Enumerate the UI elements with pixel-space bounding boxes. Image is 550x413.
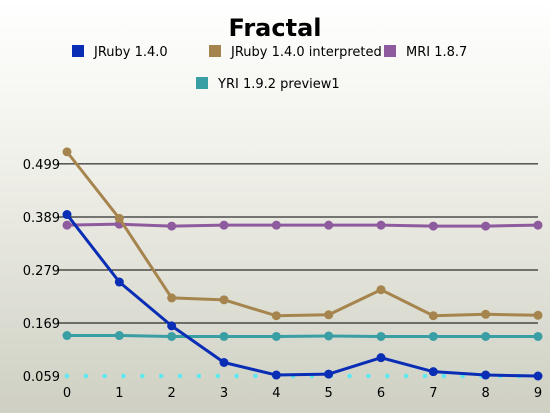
- data-point: [62, 210, 72, 220]
- x-tick-label: 7: [429, 386, 437, 401]
- x-tick-label: 9: [534, 386, 542, 401]
- baseline-dot: [177, 373, 183, 379]
- data-point: [376, 353, 386, 363]
- legend-swatch: [196, 77, 208, 89]
- y-tick-label: 0.389: [23, 211, 60, 226]
- data-point: [62, 331, 72, 341]
- data-point: [62, 147, 72, 157]
- series-line-3: [65, 334, 540, 338]
- x-tick-label: 2: [168, 386, 176, 401]
- data-point: [533, 220, 543, 230]
- data-point: [219, 331, 229, 341]
- baseline-dot: [403, 373, 409, 379]
- y-tick-label: 0.279: [23, 264, 60, 279]
- baseline-dot: [384, 373, 390, 379]
- baseline-dot: [158, 373, 164, 379]
- y-tick-label: 0.059: [23, 370, 60, 385]
- data-point: [167, 293, 177, 303]
- data-point: [481, 370, 491, 380]
- baseline-dot: [422, 373, 428, 379]
- data-point: [167, 331, 177, 341]
- y-tick-label: 0.499: [23, 158, 60, 173]
- data-point: [428, 367, 438, 377]
- data-point: [428, 331, 438, 341]
- data-point: [324, 331, 334, 341]
- data-point: [271, 220, 281, 230]
- axes: 0.059 0.169 0.279 0.389 0.499 0 1 2 3 4 5 6 7 8 9: [23, 158, 542, 401]
- data-point: [428, 311, 438, 321]
- baseline-dot: [441, 373, 447, 379]
- baseline-dot: [121, 373, 126, 379]
- data-point: [114, 277, 124, 287]
- legend-label: YRI 1.9.2 preview1: [217, 77, 340, 92]
- gridlines: [57, 163, 538, 324]
- data-point: [271, 311, 281, 321]
- baseline-dot: [83, 373, 89, 379]
- legend-swatch: [209, 45, 221, 57]
- data-point: [114, 213, 124, 223]
- x-tick-label: 4: [272, 386, 280, 401]
- data-point: [481, 221, 491, 231]
- data-point: [533, 331, 543, 341]
- chart-title: Fractal: [228, 14, 321, 42]
- data-point: [324, 220, 334, 230]
- data-point: [481, 309, 491, 319]
- x-tick-label: 8: [482, 386, 490, 401]
- data-point: [324, 369, 334, 379]
- series-line-2: [65, 222, 540, 228]
- data-point: [271, 331, 281, 341]
- data-point: [428, 221, 438, 231]
- legend-label: JRuby 1.4.0: [93, 45, 168, 60]
- data-point: [114, 331, 124, 341]
- baseline-dot: [64, 373, 70, 379]
- x-tick-label: 6: [377, 386, 385, 401]
- baseline-dot: [234, 373, 239, 379]
- legend-label: MRI 1.8.7: [406, 45, 467, 60]
- data-point: [219, 220, 229, 230]
- legend-swatch: [384, 45, 396, 57]
- x-tick-label: 1: [115, 386, 123, 401]
- baseline-dot: [102, 373, 107, 379]
- data-point: [481, 331, 491, 341]
- data-point: [533, 371, 543, 381]
- legend-swatch: [72, 45, 84, 57]
- legend-label: JRuby 1.4.0 interpreted: [230, 45, 382, 60]
- baseline-dot: [366, 373, 371, 379]
- data-point: [62, 220, 72, 230]
- data-point: [219, 295, 229, 305]
- series-lines: [62, 147, 543, 381]
- baseline-dot: [253, 373, 258, 379]
- data-point: [324, 310, 334, 320]
- data-point: [271, 370, 281, 380]
- data-point: [376, 220, 386, 230]
- baseline-dot: [140, 373, 145, 379]
- x-tick-label: 5: [325, 386, 333, 401]
- x-tick-label: 0: [63, 386, 71, 401]
- y-tick-label: 0.169: [23, 317, 60, 332]
- data-point: [167, 221, 177, 231]
- baseline-dot: [196, 373, 202, 379]
- legend: JRuby 1.4.0 JRuby 1.4.0 interpreted MRI 1.…: [72, 45, 467, 92]
- series-line-0: [65, 213, 540, 378]
- data-point: [219, 358, 229, 368]
- baseline-dot: [215, 373, 221, 379]
- series-line-1: [65, 150, 540, 318]
- data-point: [376, 285, 386, 295]
- data-point: [376, 331, 386, 341]
- data-point: [167, 321, 177, 331]
- baseline-dot: [347, 373, 352, 379]
- data-point: [533, 310, 543, 320]
- x-tick-label: 3: [220, 386, 228, 401]
